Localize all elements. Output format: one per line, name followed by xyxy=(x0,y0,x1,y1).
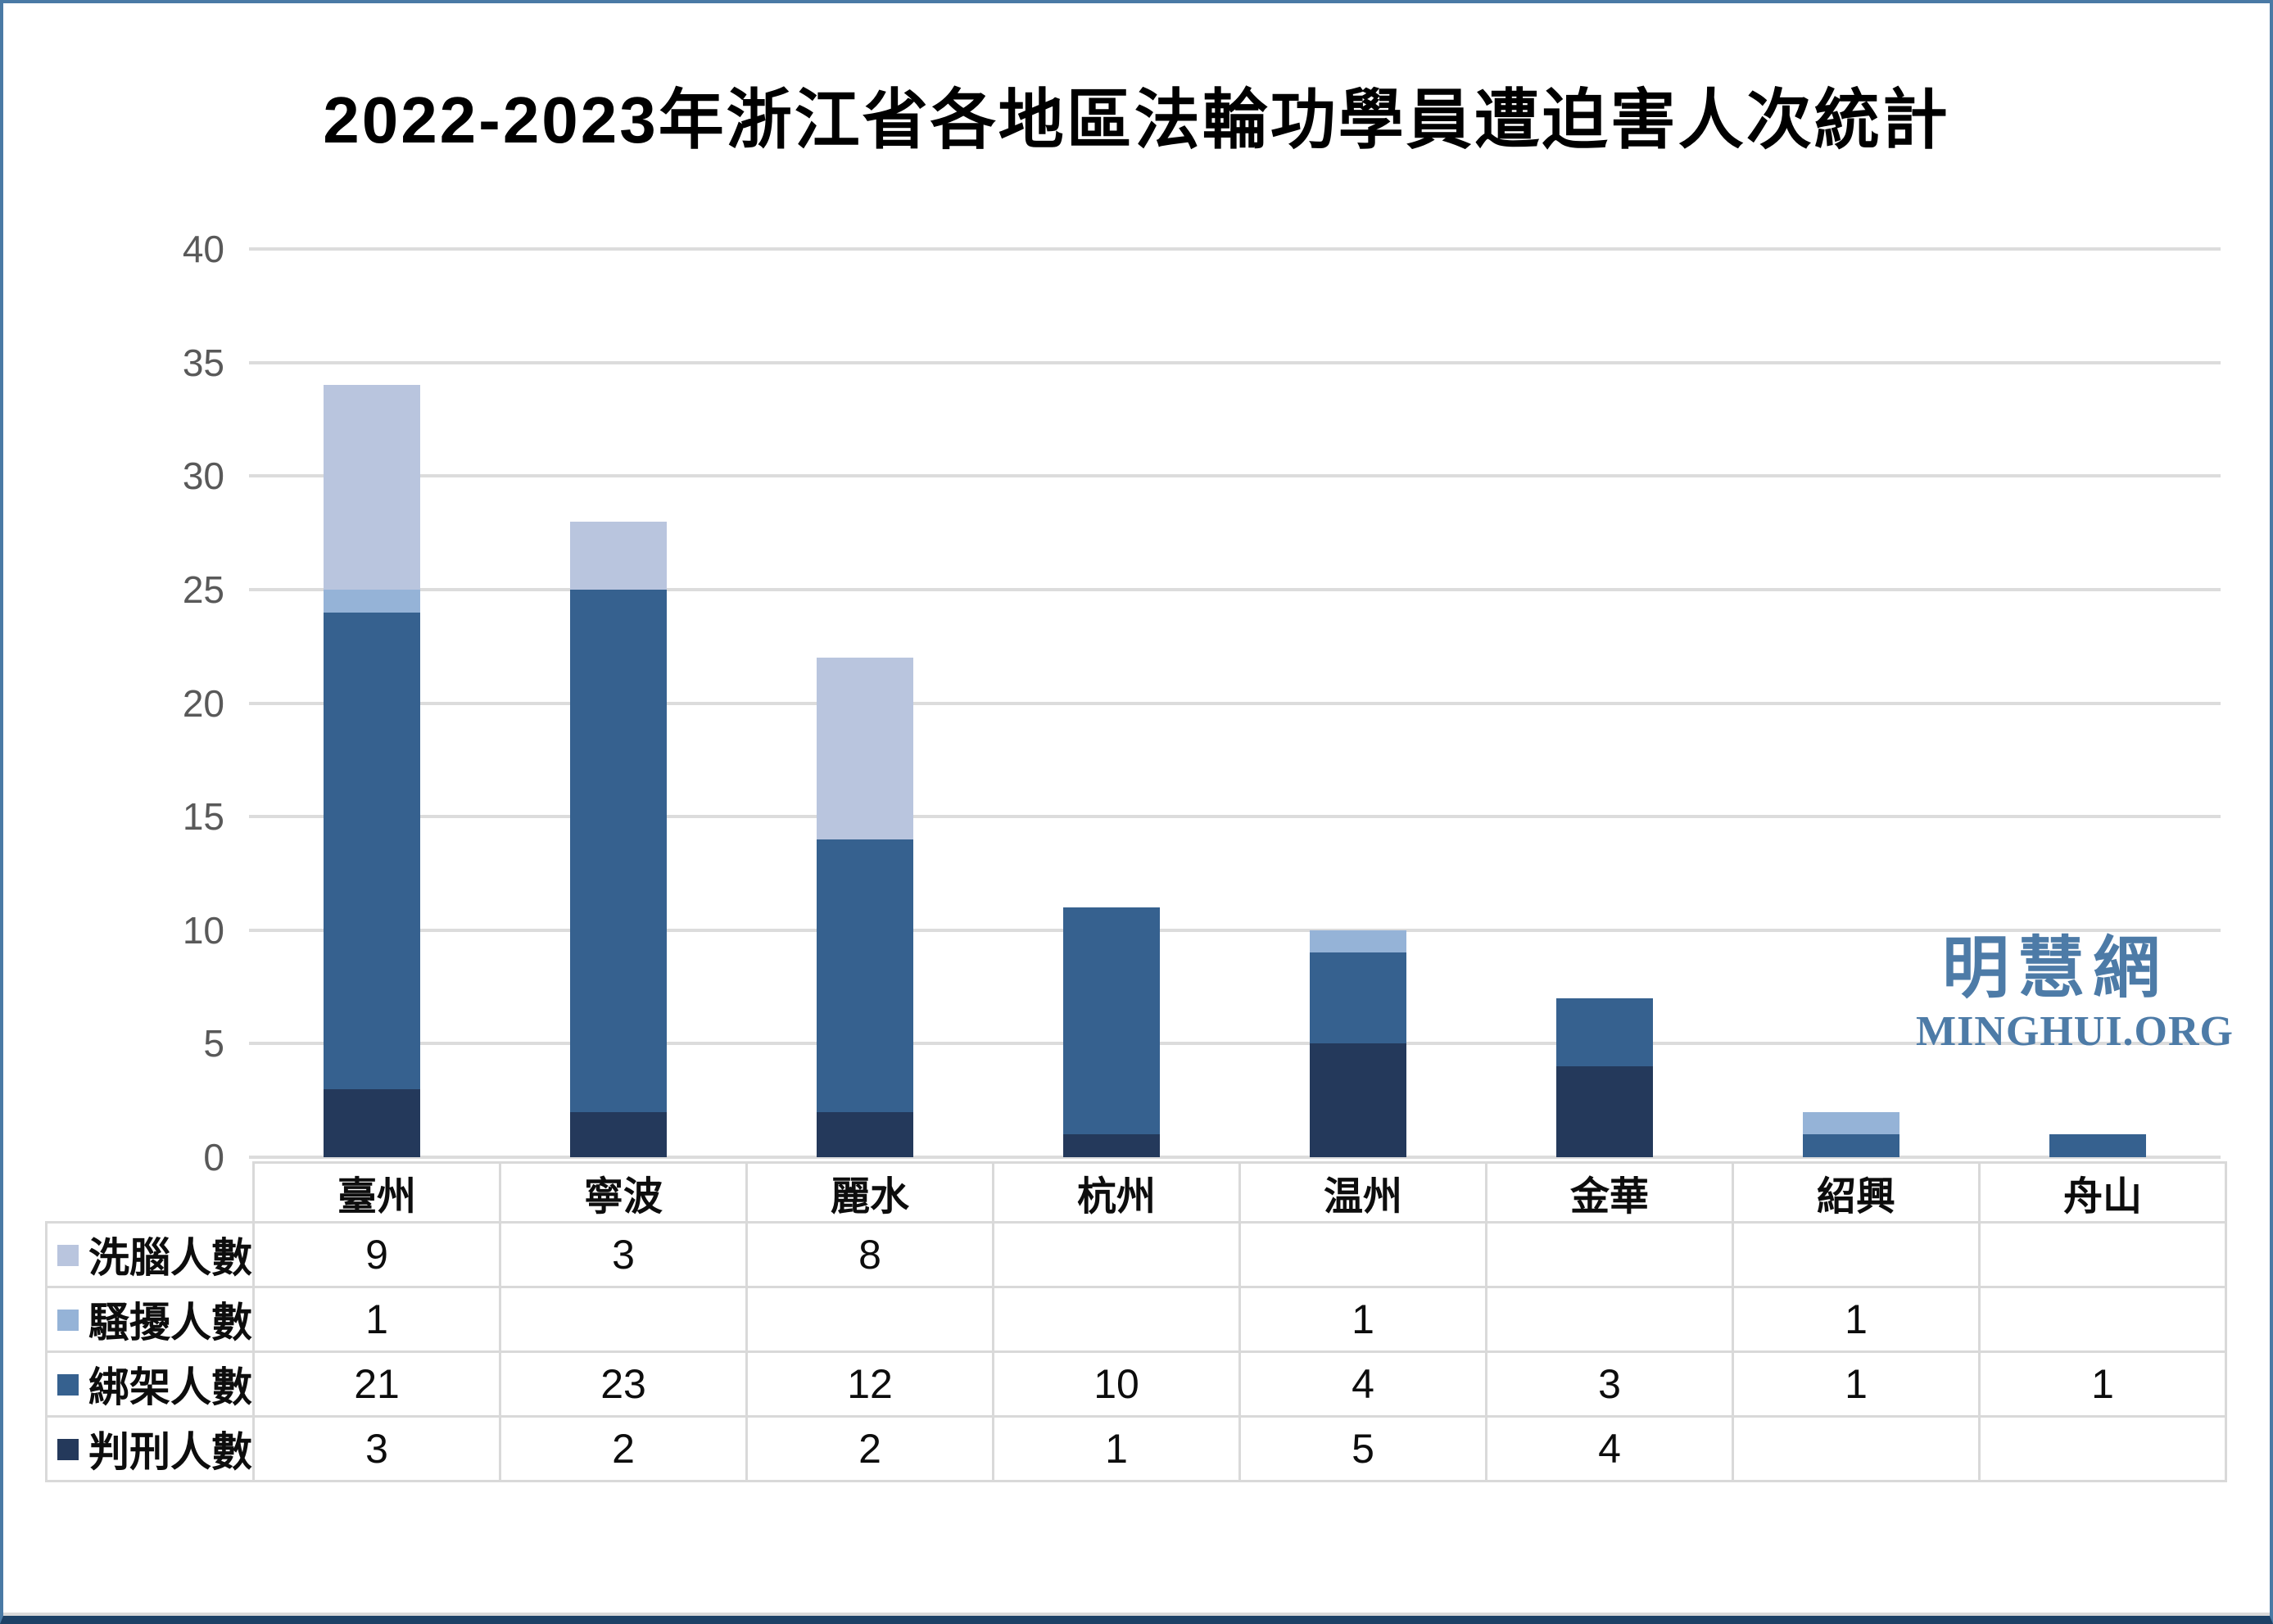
bottom-divider-line xyxy=(3,1613,2270,1616)
bar-segment-綁架人數-寧波 xyxy=(570,589,668,1112)
table-cell-判刑人數-温州: 5 xyxy=(1238,1415,1487,1482)
table-cell-騷擾人數-舟山 xyxy=(1978,1286,2227,1353)
table-cell-綁架人數-舟山: 1 xyxy=(1978,1350,2227,1418)
y-tick-label-5: 5 xyxy=(203,1022,224,1065)
legend-swatch-icon xyxy=(57,1373,79,1396)
y-tick-label-40: 40 xyxy=(182,228,224,270)
table-cell-判刑人數-紹興 xyxy=(1732,1415,1981,1482)
table-row-綁架人數: 綁架人數 21 23 12 10 4 3 1 1 xyxy=(45,1350,2227,1418)
bar-segment-洗腦人數-寧波 xyxy=(570,521,668,590)
bar-segment-騷擾人數-紹興 xyxy=(1802,1111,1899,1135)
category-header-舟山: 舟山 xyxy=(1978,1161,2227,1224)
table-cell-綁架人數-温州: 4 xyxy=(1238,1350,1487,1418)
bar-segment-綁架人數-臺州 xyxy=(324,612,421,1089)
table-category-row: 臺州 寧波 麗水 杭州 温州 金華 紹興 舟山 xyxy=(46,1161,2227,1224)
table-cell-洗腦人數-杭州 xyxy=(992,1221,1241,1288)
table-cell-洗腦人數-紹興 xyxy=(1732,1221,1981,1288)
gridline-y-20 xyxy=(249,701,2221,705)
table-cell-判刑人數-麗水: 2 xyxy=(745,1415,994,1482)
minghui-watermark: 明慧網 MINGHUI.ORG xyxy=(1916,931,2234,1055)
table-cell-判刑人數-寧波: 2 xyxy=(499,1415,748,1482)
category-header-麗水: 麗水 xyxy=(745,1161,994,1224)
table-cell-洗腦人數-舟山 xyxy=(1978,1221,2227,1288)
row-label-騷擾人數: 騷擾人數 xyxy=(45,1286,255,1353)
table-cell-騷擾人數-金華 xyxy=(1485,1286,1734,1353)
gridline-y-0 xyxy=(249,1156,2221,1159)
table-cell-洗腦人數-寧波: 3 xyxy=(499,1221,748,1288)
row-label-判刑人數: 判刑人數 xyxy=(45,1415,255,1482)
bar-segment-判刑人數-杭州 xyxy=(1063,1134,1161,1157)
row-label-綁架人數: 綁架人數 xyxy=(45,1350,255,1418)
bar-segment-騷擾人數-温州 xyxy=(1309,930,1406,953)
category-header-紹興: 紹興 xyxy=(1732,1161,1981,1224)
gridline-y-40 xyxy=(249,247,2221,251)
table-cell-綁架人數-紹興: 1 xyxy=(1732,1350,1981,1418)
gridline-y-10 xyxy=(249,928,2221,932)
legend-swatch-icon xyxy=(57,1244,79,1266)
table-cell-騷擾人數-紹興: 1 xyxy=(1732,1286,1981,1353)
table-cell-洗腦人數-金華 xyxy=(1485,1221,1734,1288)
table-row-判刑人數: 判刑人數 3 2 2 1 5 4 xyxy=(45,1415,2227,1482)
table-cell-洗腦人數-臺州: 9 xyxy=(252,1221,501,1288)
y-tick-label-15: 15 xyxy=(182,795,224,839)
bar-segment-洗腦人數-臺州 xyxy=(324,385,421,590)
bar-segment-判刑人數-臺州 xyxy=(324,1088,421,1157)
legend-swatch-icon xyxy=(57,1438,79,1460)
bar-segment-綁架人數-温州 xyxy=(1309,952,1406,1044)
table-row-洗腦人數: 洗腦人數 9 3 8 xyxy=(45,1221,2227,1288)
bar-segment-綁架人數-杭州 xyxy=(1063,907,1161,1135)
watermark-chinese-text: 明慧網 xyxy=(1941,931,2168,1006)
table-cell-綁架人數-麗水: 12 xyxy=(745,1350,994,1418)
table-cell-騷擾人數-臺州: 1 xyxy=(252,1286,501,1353)
category-header-温州: 温州 xyxy=(1238,1161,1487,1224)
table-row-騷擾人數: 騷擾人數 1 1 1 xyxy=(45,1286,2227,1353)
category-header-金華: 金華 xyxy=(1485,1161,1734,1224)
table-cell-騷擾人數-麗水 xyxy=(745,1286,994,1353)
category-header-寧波: 寧波 xyxy=(499,1161,748,1224)
bar-segment-判刑人數-温州 xyxy=(1309,1043,1406,1157)
table-cell-判刑人數-臺州: 3 xyxy=(252,1415,501,1482)
bar-segment-洗腦人數-麗水 xyxy=(817,658,914,839)
table-cell-綁架人數-金華: 3 xyxy=(1485,1350,1734,1418)
table-cell-騷擾人數-寧波 xyxy=(499,1286,748,1353)
gridline-y-35 xyxy=(249,360,2221,364)
table-cell-騷擾人數-温州: 1 xyxy=(1238,1286,1487,1353)
table-corner-cell xyxy=(46,1162,255,1224)
watermark-url-text: MINGHUI.ORG xyxy=(1916,1008,2234,1055)
data-table: 臺州 寧波 麗水 杭州 温州 金華 紹興 舟山 洗腦人數 9 3 8 騷擾人數 1 1 1 綁架人數 21 23 12… xyxy=(45,1161,2227,1482)
bar-segment-判刑人數-麗水 xyxy=(817,1111,914,1157)
gridline-y-5 xyxy=(249,1042,2221,1046)
gridline-y-25 xyxy=(249,587,2221,591)
table-cell-騷擾人數-杭州 xyxy=(992,1286,1241,1353)
table-cell-綁架人數-杭州: 10 xyxy=(992,1350,1241,1418)
y-tick-label-30: 30 xyxy=(182,455,224,498)
y-tick-label-25: 25 xyxy=(182,568,224,611)
bar-segment-騷擾人數-臺州 xyxy=(324,589,421,613)
bar-segment-綁架人數-舟山 xyxy=(2049,1134,2146,1157)
gridline-y-15 xyxy=(249,815,2221,819)
bar-segment-綁架人數-紹興 xyxy=(1802,1134,1899,1157)
category-header-杭州: 杭州 xyxy=(992,1161,1241,1224)
gridline-y-30 xyxy=(249,474,2221,478)
table-cell-判刑人數-金華: 4 xyxy=(1485,1415,1734,1482)
chart-title: 2022-2023年浙江省各地區法輪功學員遭迫害人次統計 xyxy=(323,84,1950,156)
table-cell-判刑人數-杭州: 1 xyxy=(992,1415,1241,1482)
table-cell-洗腦人數-麗水: 8 xyxy=(745,1221,994,1288)
table-cell-綁架人數-寧波: 23 xyxy=(499,1350,748,1418)
y-tick-label-10: 10 xyxy=(182,908,224,952)
table-cell-洗腦人數-温州 xyxy=(1238,1221,1487,1288)
legend-swatch-icon xyxy=(57,1309,79,1331)
plot-area: 0 5 10 15 20 25 30 35 40 明慧網 MINGHUI.ORG xyxy=(183,228,2234,1178)
y-tick-label-35: 35 xyxy=(182,341,224,384)
bar-segment-判刑人數-寧波 xyxy=(570,1111,668,1157)
table-cell-判刑人數-舟山 xyxy=(1978,1415,2227,1482)
bar-segment-判刑人數-金華 xyxy=(1555,1066,1653,1157)
table-cell-綁架人數-臺州: 21 xyxy=(252,1350,501,1418)
y-tick-label-20: 20 xyxy=(182,681,224,725)
bar-segment-綁架人數-麗水 xyxy=(817,839,914,1112)
row-label-洗腦人數: 洗腦人數 xyxy=(45,1221,255,1288)
bar-segment-綁架人數-金華 xyxy=(1555,997,1653,1067)
category-header-臺州: 臺州 xyxy=(252,1161,501,1224)
